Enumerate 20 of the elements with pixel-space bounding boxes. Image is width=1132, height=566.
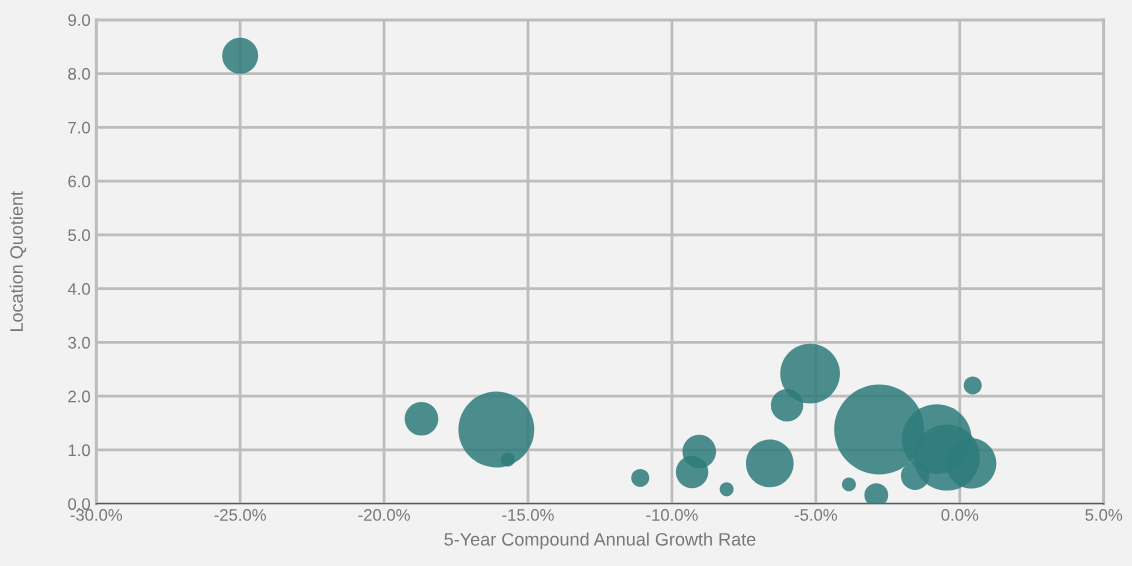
y-tick-label: 5.0 bbox=[68, 229, 91, 242]
y-tick-label: 9.0 bbox=[68, 14, 91, 27]
x-tick-label: -30.0% bbox=[70, 509, 123, 521]
y-tick-label: 2.0 bbox=[68, 390, 91, 403]
x-tick-label: 0.0% bbox=[941, 509, 979, 521]
y-tick-label: 3.0 bbox=[68, 336, 91, 349]
x-tick-label: -25.0% bbox=[214, 509, 266, 521]
x-tick-label: -10.0% bbox=[646, 509, 698, 521]
y-tick-label: 8.0 bbox=[68, 67, 91, 80]
y-tick-label: 0.0 bbox=[68, 498, 91, 510]
x-tick-label: -5.0% bbox=[794, 509, 838, 521]
y-tick-label: 1.0 bbox=[68, 444, 91, 457]
x-tick-label: 5.0% bbox=[1085, 509, 1123, 521]
x-tick-label: -20.0% bbox=[358, 509, 410, 521]
x-tick-label: -15.0% bbox=[502, 509, 554, 521]
y-tick-label: 6.0 bbox=[68, 175, 91, 188]
y-tick-label: 4.0 bbox=[67, 283, 91, 295]
y-axis-title: Location Quotient bbox=[9, 191, 27, 332]
x-axis-title: 5-Year Compound Annual Growth Rate bbox=[444, 532, 756, 550]
y-tick-label: 7.0 bbox=[68, 121, 91, 134]
